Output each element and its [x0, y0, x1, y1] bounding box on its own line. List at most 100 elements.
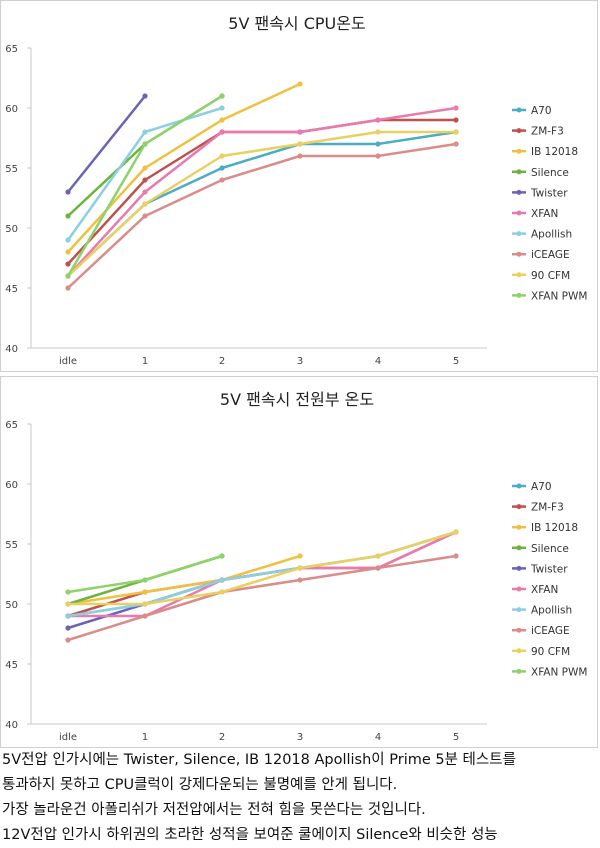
legend-marker-twister	[516, 565, 522, 571]
series-line-ib-12018	[67, 554, 301, 606]
legend-label-xfan: XFAN	[531, 584, 558, 596]
data-point-90-cfm	[297, 565, 303, 571]
article-line-3: 가장 놀라운건 아폴리쉬가 저전압에서는 전혀 힘을 못쓴다는 것입니다.	[2, 802, 426, 818]
legend-label-silence: Silence	[531, 543, 569, 555]
article-text: 5V전압 인가시에는 Twister, Silence, IB 12018 Ap…	[2, 748, 598, 848]
data-point-iceage	[219, 177, 225, 183]
data-point-90-cfm	[219, 589, 225, 595]
legend-label-xfan: XFAN	[531, 208, 558, 220]
x-tick-label: idle	[59, 732, 77, 743]
x-tick-label: 2	[219, 732, 225, 743]
data-point-iceage	[453, 141, 459, 147]
legend-marker-xfan-pwm	[516, 292, 522, 298]
legend-label-silence: Silence	[531, 167, 569, 179]
data-point-xfan-pwm	[219, 93, 225, 99]
legend-label-iceage: iCEAGE	[531, 249, 570, 261]
data-point-iceage	[142, 213, 148, 219]
legend-label-twister: Twister	[530, 187, 568, 199]
x-tick-label: 3	[297, 732, 303, 743]
legend-label-ib-12018: IB 12018	[531, 522, 578, 534]
y-tick-label: 60	[5, 480, 18, 491]
data-point-xfan	[219, 129, 225, 135]
y-tick-label: 45	[5, 660, 18, 671]
legend-marker-ib-12018	[516, 524, 522, 530]
data-point-ib-12018	[219, 117, 225, 123]
data-point-ib-12018	[297, 81, 303, 87]
data-point-90-cfm	[142, 201, 148, 207]
chart-title: 5V 팬속시 CPU온도	[228, 14, 365, 33]
y-tick-label: 65	[5, 44, 18, 55]
article-line-4: 12V전압 인가시 하위권의 초라한 성적을 보여준 쿨에이지 Silence와…	[2, 827, 498, 843]
x-tick-label: 5	[453, 732, 459, 743]
data-point-iceage	[297, 577, 303, 583]
cpu-temp-chart-panel: 5V 팬속시 CPU온도 40 45 50 55 60 65 idle 1 2 3 4 5 A70 ZM-F…	[0, 0, 598, 372]
data-point-twister	[65, 189, 71, 195]
data-point-xfan-pwm	[65, 273, 71, 279]
data-point-apollish	[219, 105, 225, 111]
legend-marker-zm-f3	[516, 504, 522, 510]
legend-marker-twister	[516, 189, 522, 195]
series-line-twister	[67, 95, 146, 193]
data-point-a70	[375, 141, 381, 147]
data-point-silence	[65, 213, 71, 219]
data-point-90-cfm	[219, 153, 225, 159]
data-point-ib-12018	[142, 589, 148, 595]
data-point-xfan	[375, 117, 381, 123]
legend-marker-90-cfm	[516, 272, 522, 278]
series-line-apollish	[66, 106, 223, 241]
legend-marker-silence	[516, 545, 522, 551]
legend-marker-zm-f3	[516, 128, 522, 134]
data-point-iceage	[65, 285, 71, 291]
data-point-90-cfm	[375, 553, 381, 559]
data-point-iceage	[375, 565, 381, 571]
data-point-xfan	[453, 105, 459, 111]
series-line-iceage	[67, 554, 457, 642]
x-tick-label: 1	[142, 356, 148, 367]
data-point-zm-f3	[65, 261, 71, 267]
legend-label-a70: A70	[531, 481, 552, 493]
data-point-ib-12018	[65, 249, 71, 255]
legend-label-zm-f3: ZM-F3	[531, 126, 564, 138]
legend-marker-apollish	[516, 231, 522, 237]
legend-marker-iceage	[516, 627, 522, 633]
legend-label-ib-12018: IB 12018	[531, 146, 578, 158]
data-point-zm-f3	[453, 117, 459, 123]
y-tick-label: 40	[5, 720, 18, 731]
article-line-1: 5V전압 인가시에는 Twister, Silence, IB 12018 Ap…	[2, 752, 516, 768]
legend-label-twister: Twister	[530, 563, 568, 575]
data-point-xfan-pwm	[142, 577, 148, 583]
legend-marker-a70	[516, 107, 522, 113]
legend-label-a70: A70	[531, 105, 552, 117]
data-point-twister	[142, 93, 148, 99]
data-point-iceage	[65, 637, 71, 643]
x-tick-label: 4	[375, 356, 381, 367]
data-point-apollish	[65, 237, 71, 243]
data-point-iceage	[453, 553, 459, 559]
data-point-xfan-pwm	[65, 589, 71, 595]
x-tick-label: idle	[59, 356, 77, 367]
legend-marker-iceage	[516, 251, 522, 257]
series-line-iceage	[67, 142, 457, 289]
data-point-ib-12018	[142, 165, 148, 171]
legend-marker-90-cfm	[516, 648, 522, 654]
legend-label-xfan-pwm: XFAN PWM	[531, 290, 587, 302]
data-point-zm-f3	[142, 177, 148, 183]
x-tick-label: 3	[297, 356, 303, 367]
data-point-90-cfm	[453, 129, 459, 135]
y-tick-label: 60	[5, 104, 18, 115]
power-temp-chart-panel: 5V 팬속시 전원부 온도 40 45 50 55 60 65 idle 1 2 3 4 5 A70 ZM-…	[0, 376, 598, 748]
data-point-90-cfm	[142, 601, 148, 607]
data-point-iceage	[142, 613, 148, 619]
data-point-90-cfm	[375, 129, 381, 135]
legend-marker-apollish	[516, 607, 522, 613]
series-line-90-cfm	[68, 530, 457, 606]
legend-marker-a70	[516, 483, 522, 489]
legend-label-iceage: iCEAGE	[531, 625, 570, 637]
data-point-apollish	[65, 613, 71, 619]
x-tick-label: 4	[375, 732, 381, 743]
legend-marker-ib-12018	[516, 148, 522, 154]
data-point-xfan	[142, 189, 148, 195]
data-point-xfan-pwm	[219, 553, 225, 559]
data-point-apollish	[219, 577, 225, 583]
